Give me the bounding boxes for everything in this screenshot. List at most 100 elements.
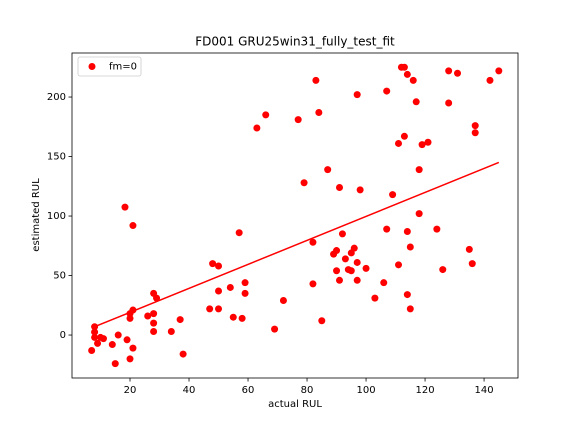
point [433,225,441,233]
point [356,186,364,194]
point [353,91,361,99]
point [338,230,346,238]
point [415,166,423,174]
point [400,132,408,140]
point [424,138,432,146]
point [418,141,426,149]
point [350,244,358,252]
point [403,228,411,236]
point [91,328,99,336]
point [215,262,223,270]
point [309,238,317,246]
point [88,347,96,355]
x-tick-label: 120 [416,385,435,396]
point [389,191,397,199]
point [439,266,447,274]
fit-line [94,161,500,328]
point [150,319,158,327]
point [215,287,223,295]
point [445,99,453,107]
x-tick-label: 60 [242,385,255,396]
point [279,297,287,305]
point [167,327,175,335]
point [403,70,411,78]
y-tick-label: 200 [47,92,66,103]
point [468,260,476,268]
x-tick-label: 20 [124,385,137,396]
x-tick-label: 140 [475,385,494,396]
point [241,289,249,297]
point [94,339,102,347]
point [406,305,414,313]
point [400,63,408,71]
point [121,203,129,211]
point [229,313,237,321]
point [114,331,122,339]
point [215,305,223,313]
point [395,139,403,147]
point [324,166,332,174]
point [108,341,116,349]
point [315,109,323,117]
point [209,260,217,268]
point [383,87,391,95]
legend-label: fm=0 [109,62,137,73]
y-tick-label: 150 [47,152,66,163]
point [226,283,234,291]
point [333,267,341,275]
point [471,129,479,137]
point [253,124,261,132]
point [341,255,349,263]
point [318,317,326,325]
y-tick-label: 50 [53,271,66,282]
legend-box [77,56,142,77]
x-tick-label: 40 [183,385,196,396]
point [353,276,361,284]
point [383,225,391,233]
x-axis-label: actual RUL [268,399,322,410]
point [312,76,320,84]
chart-title: FD001 GRU25win31_fully_test_fit [195,35,395,49]
point [395,261,403,269]
point [294,116,302,124]
point [111,360,119,368]
plot-frame [71,52,519,379]
point [335,276,343,284]
point [271,325,279,333]
point [445,67,453,75]
point [176,316,184,324]
point [335,183,343,191]
point [353,258,361,266]
point [380,279,388,287]
point [179,350,187,358]
point [129,222,137,230]
point [362,264,370,272]
point [471,122,479,130]
point [300,179,308,187]
point [403,291,411,299]
point [91,333,99,341]
point [333,247,341,255]
point [238,314,246,322]
x-tick-label: 80 [301,385,314,396]
point [262,111,270,119]
y-tick-label: 0 [60,330,66,341]
point [454,69,462,77]
x-tick-label: 100 [357,385,376,396]
point [371,294,379,302]
point [144,312,152,320]
point [126,355,134,363]
legend-marker [88,63,96,70]
y-axis-label: estimated RUL [31,178,42,252]
point [129,344,137,352]
point [241,279,249,287]
point [415,210,423,218]
point [99,335,107,343]
point [465,245,473,253]
point [150,310,158,318]
y-tick-label: 100 [47,211,66,222]
point [150,327,158,335]
point [309,280,317,288]
point [153,294,161,302]
